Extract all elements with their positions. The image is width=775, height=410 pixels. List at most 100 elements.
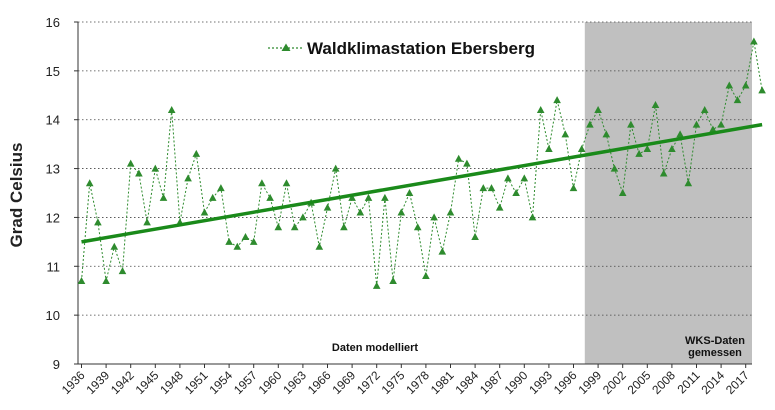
grid-lines	[78, 21, 752, 316]
x-tick-label: 2011	[674, 368, 702, 396]
data-point-marker	[167, 105, 176, 113]
y-tick-label: 14	[46, 113, 60, 128]
data-point-marker	[282, 179, 291, 187]
data-point-marker	[200, 208, 209, 216]
data-point-marker	[758, 86, 766, 94]
data-point-marker	[192, 149, 201, 157]
x-tick-label: 2017	[723, 368, 752, 397]
data-point-marker	[102, 276, 110, 284]
data-point-marker	[315, 242, 324, 250]
x-axis-ticks: 1936193919421945194819511954195719601963…	[59, 364, 752, 397]
data-point-marker	[618, 189, 627, 196]
data-point-marker	[77, 276, 86, 284]
y-tick-label: 12	[46, 210, 60, 225]
x-tick-label: 1954	[206, 368, 235, 397]
data-point-marker	[676, 130, 684, 138]
data-point-marker	[561, 130, 570, 138]
data-point-marker	[684, 179, 693, 187]
data-point-marker	[372, 281, 381, 289]
data-point-marker	[184, 174, 192, 182]
data-point-marker	[512, 189, 520, 196]
data-point-marker	[208, 193, 217, 201]
y-tick-label: 9	[53, 357, 60, 372]
data-point-marker	[750, 37, 758, 45]
axes	[77, 22, 752, 365]
x-tick-label: 1951	[182, 368, 211, 397]
data-point-marker	[241, 232, 250, 240]
data-point-marker	[733, 96, 742, 104]
y-tick-label: 13	[46, 162, 60, 177]
trend-line	[81, 122, 763, 244]
data-point-marker	[569, 184, 578, 192]
y-tick-label: 10	[46, 308, 60, 323]
legend-marker-icon	[281, 43, 291, 51]
data-point-marker	[545, 145, 553, 153]
x-tick-label: 2014	[698, 368, 727, 397]
data-point-marker	[290, 223, 299, 231]
x-tick-label: 1975	[379, 368, 408, 397]
data-point-marker	[348, 193, 356, 201]
y-tick-label: 11	[47, 259, 61, 274]
data-point-marker	[495, 203, 504, 211]
x-tick-label: 1963	[280, 368, 309, 397]
data-point-marker	[536, 105, 545, 113]
data-point-marker	[110, 242, 119, 250]
data-point-marker	[159, 193, 168, 201]
data-point-marker	[446, 208, 455, 216]
legend: Waldklimastation Ebersberg	[268, 39, 535, 58]
series-markers	[77, 37, 766, 289]
x-tick-label: 1969	[329, 368, 358, 397]
data-point-marker	[364, 193, 373, 201]
data-point-marker	[323, 203, 332, 211]
data-point-marker	[709, 125, 717, 133]
data-point-marker	[577, 145, 586, 153]
x-tick-label: 1945	[133, 368, 162, 397]
data-point-marker	[487, 184, 496, 192]
data-point-marker	[438, 247, 447, 255]
data-point-marker	[553, 96, 561, 104]
x-tick-label: 2002	[600, 368, 629, 397]
y-axis-ticks: 9 10 11 12 13 14 15 16	[46, 15, 78, 372]
x-tick-label: 1984	[452, 368, 481, 397]
data-point-marker	[405, 189, 414, 196]
x-tick-label: 1999	[575, 368, 604, 397]
data-point-marker	[225, 237, 233, 245]
region-label-measured-line1: WKS-Daten	[685, 335, 745, 347]
data-point-marker	[692, 120, 701, 128]
data-point-marker	[143, 218, 151, 226]
data-point-marker	[643, 145, 652, 153]
x-tick-label: 1957	[231, 368, 260, 397]
data-point-marker	[668, 145, 676, 153]
x-tick-label: 1993	[526, 368, 555, 397]
data-point-marker	[627, 120, 635, 128]
data-point-marker	[602, 130, 611, 138]
data-point-marker	[233, 242, 242, 250]
data-point-marker	[594, 105, 602, 113]
data-point-marker	[249, 237, 258, 245]
data-point-marker	[266, 193, 274, 201]
y-tick-label: 16	[46, 15, 60, 30]
data-point-marker	[610, 164, 619, 172]
data-point-marker	[389, 276, 397, 284]
data-point-marker	[126, 159, 135, 167]
data-point-marker	[741, 81, 750, 89]
x-tick-label: 2005	[625, 368, 654, 397]
x-tick-label: 2008	[649, 368, 678, 397]
data-point-marker	[422, 272, 430, 280]
legend-label: Waldklimastation Ebersberg	[307, 39, 535, 58]
data-point-marker	[430, 213, 438, 221]
data-point-marker	[700, 105, 709, 113]
data-point-marker	[397, 208, 406, 216]
series-line	[81, 41, 763, 286]
measured-data-region	[584, 22, 752, 364]
x-tick-label: 1966	[305, 368, 334, 397]
data-point-marker	[651, 101, 660, 109]
data-point-marker	[356, 208, 365, 216]
x-tick-label: 1978	[403, 368, 432, 397]
data-point-marker	[504, 174, 512, 182]
x-tick-label: 1981	[428, 368, 457, 397]
data-point-marker	[586, 120, 594, 128]
data-point-marker	[94, 218, 102, 226]
data-point-marker	[413, 223, 422, 231]
data-point-marker	[463, 159, 471, 167]
